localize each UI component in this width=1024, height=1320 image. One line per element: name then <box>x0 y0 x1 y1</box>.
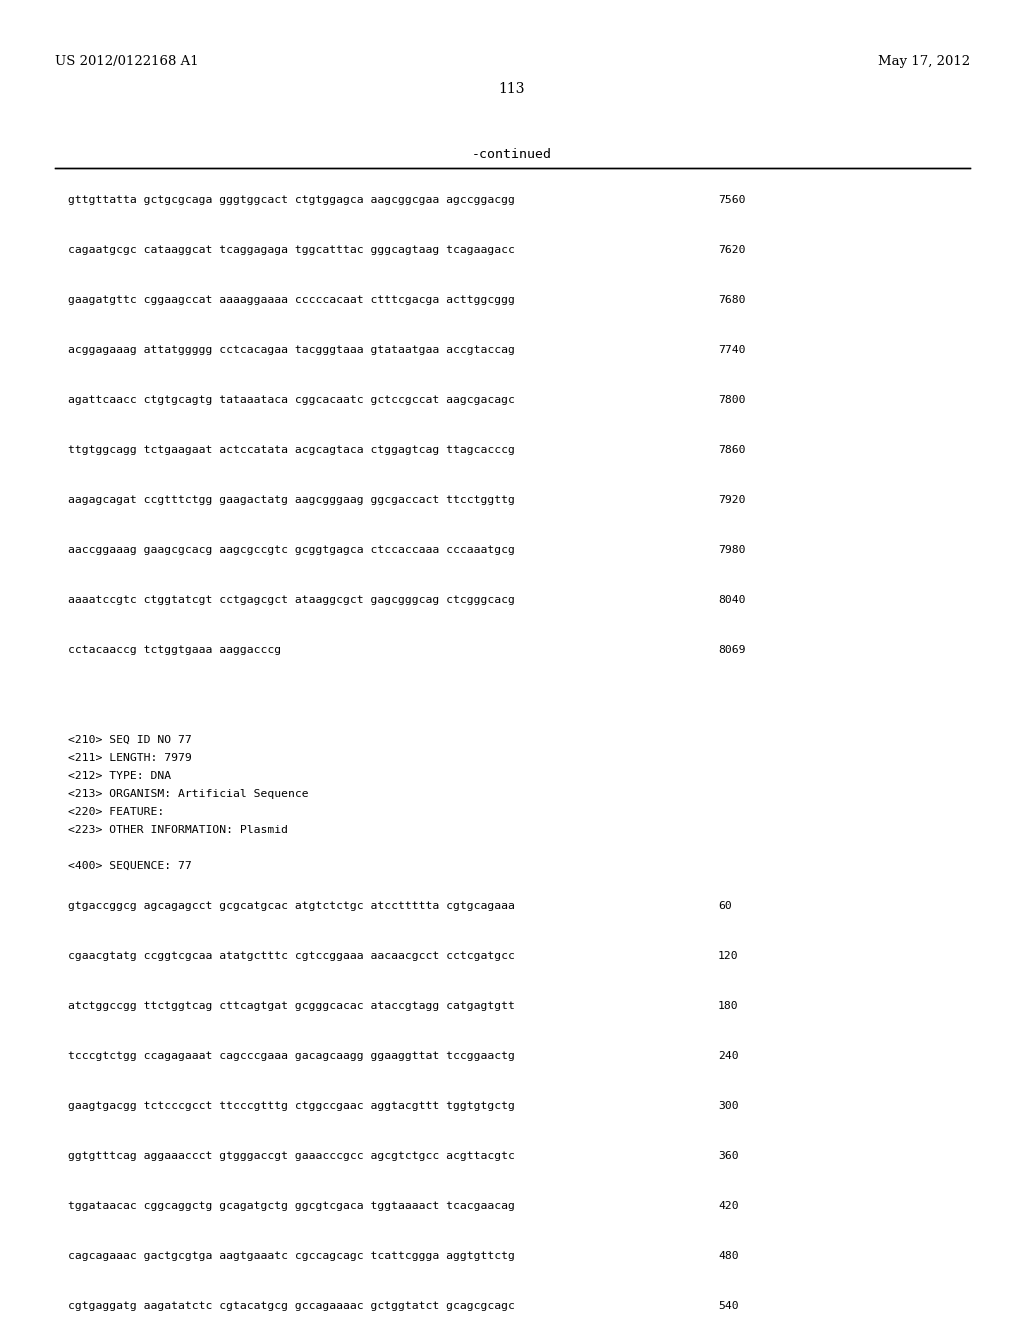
Text: 7920: 7920 <box>718 495 745 506</box>
Text: 180: 180 <box>718 1001 738 1011</box>
Text: 8069: 8069 <box>718 645 745 655</box>
Text: 60: 60 <box>718 902 732 911</box>
Text: gtgaccggcg agcagagcct gcgcatgcac atgtctctgc atccttttta cgtgcagaaa: gtgaccggcg agcagagcct gcgcatgcac atgtctc… <box>68 902 515 911</box>
Text: agattcaacc ctgtgcagtg tataaataca cggcacaatc gctccgccat aagcgacagc: agattcaacc ctgtgcagtg tataaataca cggcaca… <box>68 395 515 405</box>
Text: gttgttatta gctgcgcaga gggtggcact ctgtggagca aagcggcgaa agccggacgg: gttgttatta gctgcgcaga gggtggcact ctgtgga… <box>68 195 515 205</box>
Text: aagagcagat ccgtttctgg gaagactatg aagcgggaag ggcgaccact ttcctggttg: aagagcagat ccgtttctgg gaagactatg aagcggg… <box>68 495 515 506</box>
Text: 480: 480 <box>718 1251 738 1261</box>
Text: 300: 300 <box>718 1101 738 1111</box>
Text: tcccgtctgg ccagagaaat cagcccgaaa gacagcaagg ggaaggttat tccggaactg: tcccgtctgg ccagagaaat cagcccgaaa gacagca… <box>68 1051 515 1061</box>
Text: <213> ORGANISM: Artificial Sequence: <213> ORGANISM: Artificial Sequence <box>68 789 308 799</box>
Text: cgtgaggatg aagatatctc cgtacatgcg gccagaaaac gctggtatct gcagcgcagc: cgtgaggatg aagatatctc cgtacatgcg gccagaa… <box>68 1302 515 1311</box>
Text: 113: 113 <box>499 82 525 96</box>
Text: aaaatccgtc ctggtatcgt cctgagcgct ataaggcgct gagcgggcag ctcgggcacg: aaaatccgtc ctggtatcgt cctgagcgct ataaggc… <box>68 595 515 605</box>
Text: 7980: 7980 <box>718 545 745 554</box>
Text: May 17, 2012: May 17, 2012 <box>878 55 970 69</box>
Text: -continued: -continued <box>472 148 552 161</box>
Text: cagaatgcgc cataaggcat tcaggagaga tggcatttac gggcagtaag tcagaagacc: cagaatgcgc cataaggcat tcaggagaga tggcatt… <box>68 246 515 255</box>
Text: 240: 240 <box>718 1051 738 1061</box>
Text: tggataacac cggcaggctg gcagatgctg ggcgtcgaca tggtaaaact tcacgaacag: tggataacac cggcaggctg gcagatgctg ggcgtcg… <box>68 1201 515 1210</box>
Text: 7620: 7620 <box>718 246 745 255</box>
Text: <211> LENGTH: 7979: <211> LENGTH: 7979 <box>68 752 191 763</box>
Text: 7800: 7800 <box>718 395 745 405</box>
Text: cctacaaccg tctggtgaaa aaggacccg: cctacaaccg tctggtgaaa aaggacccg <box>68 645 282 655</box>
Text: atctggccgg ttctggtcag cttcagtgat gcgggcacac ataccgtagg catgagtgtt: atctggccgg ttctggtcag cttcagtgat gcgggca… <box>68 1001 515 1011</box>
Text: 7560: 7560 <box>718 195 745 205</box>
Text: <212> TYPE: DNA: <212> TYPE: DNA <box>68 771 171 781</box>
Text: <400> SEQUENCE: 77: <400> SEQUENCE: 77 <box>68 861 191 871</box>
Text: 7680: 7680 <box>718 294 745 305</box>
Text: <223> OTHER INFORMATION: Plasmid: <223> OTHER INFORMATION: Plasmid <box>68 825 288 836</box>
Text: cagcagaaac gactgcgtga aagtgaaatc cgccagcagc tcattcggga aggtgttctg: cagcagaaac gactgcgtga aagtgaaatc cgccagc… <box>68 1251 515 1261</box>
Text: 7740: 7740 <box>718 345 745 355</box>
Text: aaccggaaag gaagcgcacg aagcgccgtc gcggtgagca ctccaccaaa cccaaatgcg: aaccggaaag gaagcgcacg aagcgccgtc gcggtga… <box>68 545 515 554</box>
Text: ttgtggcagg tctgaagaat actccatata acgcagtaca ctggagtcag ttagcacccg: ttgtggcagg tctgaagaat actccatata acgcagt… <box>68 445 515 455</box>
Text: cgaacgtatg ccggtcgcaa atatgctttc cgtccggaaa aacaacgcct cctcgatgcc: cgaacgtatg ccggtcgcaa atatgctttc cgtccgg… <box>68 950 515 961</box>
Text: 360: 360 <box>718 1151 738 1162</box>
Text: 420: 420 <box>718 1201 738 1210</box>
Text: 540: 540 <box>718 1302 738 1311</box>
Text: 120: 120 <box>718 950 738 961</box>
Text: 8040: 8040 <box>718 595 745 605</box>
Text: 7860: 7860 <box>718 445 745 455</box>
Text: gaagatgttc cggaagccat aaaaggaaaa cccccacaat ctttcgacga acttggcggg: gaagatgttc cggaagccat aaaaggaaaa cccccac… <box>68 294 515 305</box>
Text: US 2012/0122168 A1: US 2012/0122168 A1 <box>55 55 199 69</box>
Text: ggtgtttcag aggaaaccct gtgggaccgt gaaacccgcc agcgtctgcc acgttacgtc: ggtgtttcag aggaaaccct gtgggaccgt gaaaccc… <box>68 1151 515 1162</box>
Text: acggagaaag attatggggg cctcacagaa tacgggtaaa gtataatgaa accgtaccag: acggagaaag attatggggg cctcacagaa tacgggt… <box>68 345 515 355</box>
Text: <210> SEQ ID NO 77: <210> SEQ ID NO 77 <box>68 735 191 744</box>
Text: <220> FEATURE:: <220> FEATURE: <box>68 807 164 817</box>
Text: gaagtgacgg tctcccgcct ttcccgtttg ctggccgaac aggtacgttt tggtgtgctg: gaagtgacgg tctcccgcct ttcccgtttg ctggccg… <box>68 1101 515 1111</box>
